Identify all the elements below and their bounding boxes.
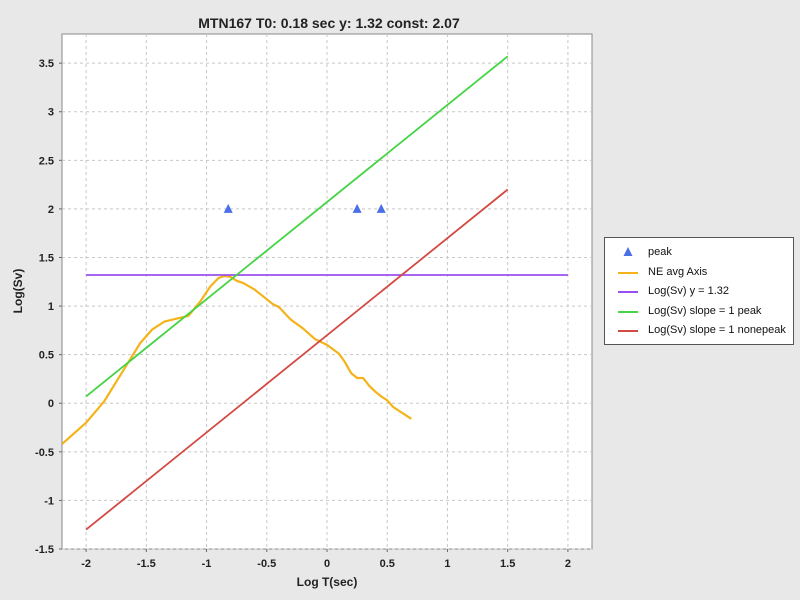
x-tick-label: -1.5: [137, 558, 156, 570]
peak-marker: [376, 203, 386, 213]
y-axis-label: Log(Sv): [11, 269, 25, 314]
legend-label: Log(Sv) slope = 1 nonepeak: [648, 324, 786, 337]
y-tick-label: 0.5: [39, 350, 54, 362]
y-tick-label: 2: [48, 204, 54, 216]
y-tick-label: -0.5: [35, 447, 54, 459]
series-line-ne-avg-axis: [62, 274, 412, 445]
y-tick-label: 2.5: [39, 155, 54, 167]
legend-item: Log(Sv) slope = 1 peak: [605, 303, 793, 321]
series-layer: [62, 55, 568, 531]
legend-line-swatch: [618, 303, 638, 321]
legend-line-swatch: [618, 283, 638, 301]
y-tick-label: 3.5: [39, 58, 54, 70]
x-tick-label: -1: [202, 558, 212, 570]
grid: [62, 34, 592, 550]
x-tick-label: -2: [81, 558, 91, 570]
peak-marker: [223, 203, 233, 213]
y-tick-label: -1.5: [35, 544, 54, 556]
x-tick-label: -0.5: [257, 558, 276, 570]
x-tick-label: 0.5: [380, 558, 395, 570]
legend-label: NE avg Axis: [648, 265, 708, 278]
legend-item: NE avg Axis: [605, 264, 793, 282]
legend-item: peak: [605, 244, 793, 262]
legend-line-swatch: [618, 322, 638, 340]
legend-label: peak: [648, 246, 672, 258]
legend-item: Log(Sv) y = 1.32: [605, 283, 793, 301]
y-tick-label: 1.5: [39, 252, 54, 264]
peak-marker: [352, 203, 362, 213]
plot-area: [61, 33, 593, 550]
x-tick-label: 0: [324, 558, 330, 570]
x-tick-label: 2: [565, 558, 571, 570]
series-line-log-sv-slope-1-peak: [85, 55, 509, 398]
legend-label: Log(Sv) slope = 1 peak: [648, 304, 762, 317]
x-tick-label: 1: [444, 558, 450, 570]
legend-item: Log(Sv) slope = 1 nonepeak: [605, 322, 793, 340]
y-tick-label: 1: [48, 301, 54, 313]
legend-line-swatch: [618, 264, 638, 282]
x-axis-label: Log T(sec): [297, 575, 358, 589]
series-line-log-sv-slope-1-nonepeak: [85, 188, 509, 531]
chart-title: MTN167 T0: 0.18 sec y: 1.32 const: 2.07: [198, 15, 460, 31]
legend-triangle-icon: [618, 244, 638, 262]
y-tick-label: 0: [48, 398, 54, 410]
legend-label: Log(Sv) y = 1.32: [648, 285, 730, 298]
x-tick-label: 1.5: [500, 558, 515, 570]
legend: peak NE avg Axis Log(Sv) y = 1.32 Log(Sv) s…: [604, 237, 794, 345]
y-tick-label: -1: [44, 495, 54, 507]
axis-ticks: -2 -1.5 -1 -0.5 0 0.5 1 1.5 2 -1.5 -1 -0.5 0 0.5 1 1.5 2…: [35, 58, 571, 570]
y-tick-label: 3: [48, 107, 54, 119]
